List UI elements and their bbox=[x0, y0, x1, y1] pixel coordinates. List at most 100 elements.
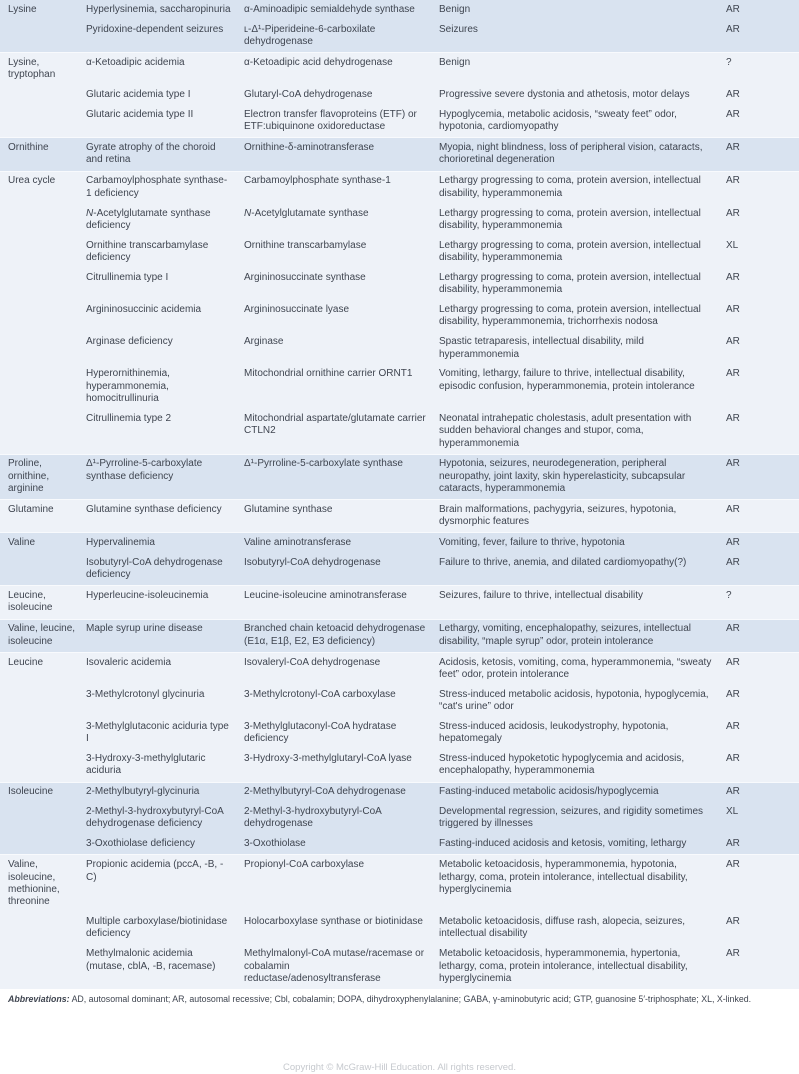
enzyme-cell: α-Ketoadipic acid dehydrogenase bbox=[244, 56, 393, 68]
disorder-cell: Propionic acidemia (pccA, -B, -C) bbox=[86, 859, 224, 883]
enzyme-cell: Argininosuccinate lyase bbox=[244, 304, 350, 316]
clinical-cell: Stress-induced acidosis, leukodystrophy,… bbox=[439, 720, 669, 745]
category-cell: Leucine bbox=[8, 656, 44, 668]
disorder-cell: Multiple carboxylase/biotinidase deficie… bbox=[86, 916, 228, 940]
category-cell: Lysine bbox=[8, 3, 37, 15]
category-cell: Ornithine bbox=[8, 142, 49, 154]
disorder-cell: Hyperornithinemia, hyperammonemia, homoc… bbox=[86, 368, 170, 405]
table-group-leucine-isoleucine: Leucine, isoleucine Hyperleucine-isoleuc… bbox=[0, 585, 799, 619]
disorder-cell: N-Acetylglutamate synthase deficiency bbox=[86, 207, 211, 231]
inheritance-cell: AR bbox=[726, 786, 740, 798]
table-row: Valine, isoleucine, methionine, threonin… bbox=[0, 855, 799, 912]
clinical-cell: Lethargy progressing to coma, protein av… bbox=[439, 207, 701, 231]
clinical-cell: Progressive severe dystonia and athetosi… bbox=[439, 89, 690, 101]
clinical-cell: Fasting-induced acidosis and ketosis, vo… bbox=[439, 838, 687, 850]
category-cell: Leucine, isoleucine bbox=[8, 590, 53, 614]
inheritance-cell: AR bbox=[726, 336, 740, 348]
inheritance-cell: AR bbox=[726, 271, 740, 283]
enzyme-cell: Arginase bbox=[244, 336, 284, 348]
table-row: N-Acetylglutamate synthase deficiency N-… bbox=[0, 204, 799, 236]
enzyme-cell: Propionyl-CoA carboxylase bbox=[244, 859, 365, 871]
inheritance-cell: AR bbox=[726, 503, 740, 515]
inheritance-cell: AR bbox=[726, 688, 740, 700]
inheritance-cell: XL bbox=[726, 239, 739, 251]
disorder-cell: 2-Methylbutyryl-glycinuria bbox=[86, 786, 200, 798]
category-spacer bbox=[8, 368, 86, 405]
disorder-cell: Gyrate atrophy of the choroid and retina bbox=[86, 142, 216, 166]
inheritance-cell: XL bbox=[726, 806, 739, 818]
category-cell: Proline, ornithine, arginine bbox=[8, 458, 50, 495]
disorder-cell: Methylmalonic acidemia (mutase, cblA, -B… bbox=[86, 948, 216, 972]
table-row: Proline, ornithine, arginine Δ¹-Pyrrolin… bbox=[0, 455, 799, 499]
category-spacer bbox=[8, 916, 86, 941]
clinical-cell: Hypotonia, seizures, neurodegeneration, … bbox=[439, 458, 686, 495]
clinical-cell: Failure to thrive, anemia, and dilated c… bbox=[439, 556, 687, 568]
category-spacer bbox=[8, 109, 86, 134]
clinical-cell: Metabolic ketoacidosis, hyperammonemia, … bbox=[439, 948, 688, 984]
table-row: Glutamine Glutamine synthase deficiency … bbox=[0, 500, 799, 532]
category-spacer bbox=[8, 240, 86, 265]
enzyme-cell: Branched chain ketoacid dehydrogenase (E… bbox=[244, 623, 426, 647]
table-row: Valine, leucine, isoleucine Maple syrup … bbox=[0, 620, 799, 652]
enzyme-cell: Valine aminotransferase bbox=[244, 537, 352, 549]
abbreviations-text: AD, autosomal dominant; AR, autosomal re… bbox=[71, 993, 752, 1004]
disorder-cell: Arginase deficiency bbox=[86, 336, 173, 348]
clinical-cell: Lethargy, vomiting, encephalopathy, seiz… bbox=[439, 623, 691, 647]
disorder-cell: Hyperlysinemia, saccharopinuria bbox=[86, 3, 231, 15]
enzyme-cell: Ornithine-δ-aminotransferase bbox=[244, 142, 375, 154]
enzyme-cell: Isovaleryl-CoA dehydrogenase bbox=[244, 656, 381, 668]
category-spacer bbox=[8, 948, 86, 985]
enzyme-cell: Argininosuccinate synthase bbox=[244, 271, 366, 283]
clinical-cell: Myopia, night blindness, loss of periphe… bbox=[439, 142, 703, 166]
table-row: Leucine Isovaleric acidemia Isovaleryl-C… bbox=[0, 653, 799, 685]
category-spacer bbox=[8, 838, 86, 850]
category-cell: Glutamine bbox=[8, 503, 54, 515]
table-row: Lysine, tryptophan α-Ketoadipic acidemia… bbox=[0, 53, 799, 85]
enzyme-cell: ʟ-Δ¹-Piperideine-6-carboxilate dehydroge… bbox=[244, 23, 376, 47]
inheritance-cell: AR bbox=[726, 537, 740, 549]
enzyme-cell: Electron transfer flavoproteins (ETF) or… bbox=[244, 108, 417, 133]
clinical-cell: Neonatal intrahepatic cholestasis, adult… bbox=[439, 412, 692, 449]
table-row: 3-Hydroxy-3-methylglutaric aciduria 3-Hy… bbox=[0, 749, 799, 781]
category-spacer bbox=[8, 753, 86, 778]
clinical-cell: Hypoglycemia, metabolic acidosis, “sweat… bbox=[439, 108, 677, 133]
inheritance-cell: AR bbox=[726, 948, 740, 960]
clinical-cell: Seizures bbox=[439, 23, 478, 35]
table-row: Pyridoxine-dependent seizures ʟ-Δ¹-Piper… bbox=[0, 20, 799, 52]
enzyme-cell: Ornithine transcarbamylase bbox=[244, 239, 367, 251]
inheritance-cell: ? bbox=[726, 56, 732, 68]
inheritance-cell: AR bbox=[726, 3, 740, 15]
category-cell: Isoleucine bbox=[8, 786, 54, 798]
table-row: Arginase deficiency Arginase Spastic tet… bbox=[0, 332, 799, 364]
table-row: Hyperornithinemia, hyperammonemia, homoc… bbox=[0, 365, 799, 409]
table-group-lysine: Lysine Hyperlysinemia, saccharopinuria α… bbox=[0, 0, 799, 53]
clinical-cell: Metabolic ketoacidosis, hyperammonemia, … bbox=[439, 859, 688, 895]
category-cell: Valine, isoleucine, methionine, threonin… bbox=[8, 859, 60, 908]
inheritance-cell: AR bbox=[726, 556, 740, 568]
table-row: Isobutyryl-CoA dehydrogenase deficiency … bbox=[0, 553, 799, 585]
table-row: Glutaric acidemia type I Glutaryl-CoA de… bbox=[0, 85, 799, 105]
table-row: Isoleucine 2-Methylbutyryl-glycinuria 2-… bbox=[0, 783, 799, 803]
disorder-cell: 3-Methylglutaconic aciduria type I bbox=[86, 720, 229, 745]
category-spacer bbox=[8, 304, 86, 329]
table-row: 3-Methylglutaconic aciduria type I 3-Met… bbox=[0, 717, 799, 749]
disorder-cell: Pyridoxine-dependent seizures bbox=[86, 23, 224, 35]
disorder-cell: Citrullinemia type 2 bbox=[86, 412, 172, 424]
disorder-cell: Glutaric acidemia type II bbox=[86, 108, 194, 120]
table-row: Argininosuccinic acidemia Argininosuccin… bbox=[0, 300, 799, 332]
enzyme-cell: Isobutyryl-CoA dehydrogenase bbox=[244, 556, 381, 568]
table-group-ornithine: Ornithine Gyrate atrophy of the choroid … bbox=[0, 137, 799, 171]
inheritance-cell: AR bbox=[726, 207, 740, 219]
category-spacer bbox=[8, 24, 86, 49]
abbreviations-label: Abbreviations: bbox=[8, 993, 70, 1004]
table-row: 3-Methylcrotonyl glycinuria 3-Methylcrot… bbox=[0, 685, 799, 717]
enzyme-cell: Mitochondrial aspartate/glutamate carrie… bbox=[244, 412, 426, 437]
enzyme-cell: Carbamoylphosphate synthase-1 bbox=[244, 175, 391, 187]
inheritance-cell: AR bbox=[726, 368, 740, 380]
enzyme-cell: 3-Methylcrotonyl-CoA carboxylase bbox=[244, 688, 396, 700]
category-spacer bbox=[8, 208, 86, 233]
enzyme-cell: Leucine-isoleucine aminotransferase bbox=[244, 590, 407, 602]
clinical-cell: Lethargy progressing to coma, protein av… bbox=[439, 304, 701, 328]
enzyme-cell: N-Acetylglutamate synthase bbox=[244, 207, 369, 219]
enzyme-cell: Mitochondrial ornithine carrier ORNT1 bbox=[244, 368, 413, 380]
